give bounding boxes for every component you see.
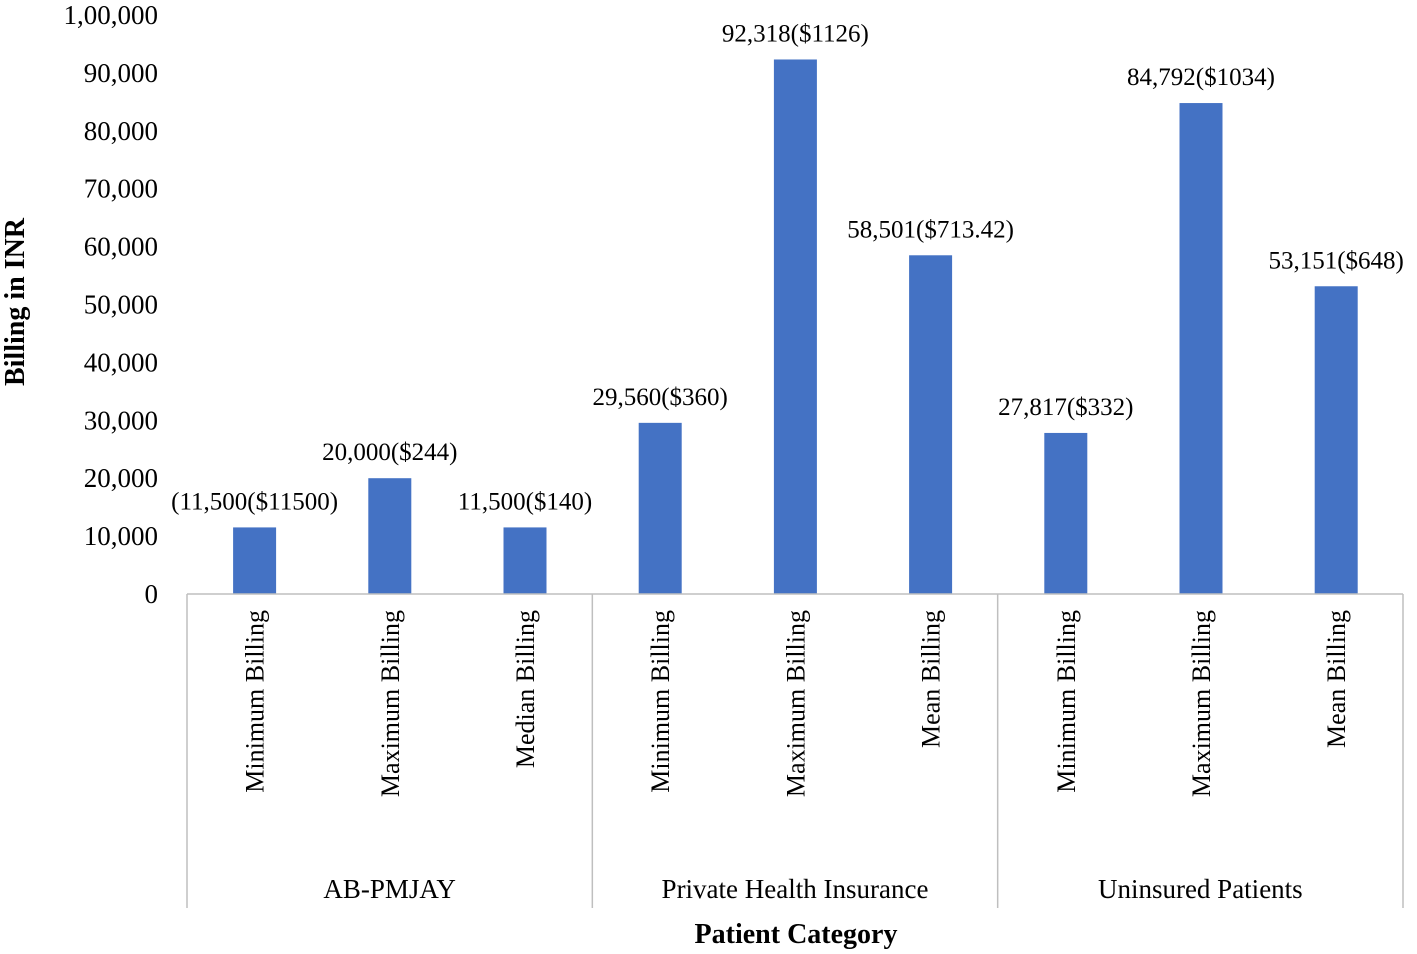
bar xyxy=(1044,432,1088,594)
x-group-label: AB-PMJAY xyxy=(323,874,456,904)
bar-value-label: (11,500($11500) xyxy=(171,488,338,515)
bar-value-label: 27,817($332) xyxy=(998,394,1133,421)
bar xyxy=(773,59,817,595)
bar-value-label: 58,501($713.42) xyxy=(847,216,1014,243)
x-group-label: Uninsured Patients xyxy=(1098,874,1303,904)
y-tick-label: 1,00,000 xyxy=(64,0,159,30)
y-tick-label: 0 xyxy=(145,579,159,609)
y-tick-label: 30,000 xyxy=(84,405,158,435)
bars xyxy=(233,59,1358,595)
bar-value-label: 84,792($1034) xyxy=(1127,64,1275,91)
x-category-label: Maximum Billing xyxy=(376,610,405,797)
y-tick-label: 60,000 xyxy=(84,232,158,262)
y-tick-label: 50,000 xyxy=(84,290,158,320)
x-axis-title: Patient Category xyxy=(695,919,898,950)
data-labels: (11,500($11500) 20,000($244)11,500($140) 2… xyxy=(171,20,1404,515)
bar-value-label: 29,560($360) xyxy=(592,384,727,411)
x-category-label: Median Billing xyxy=(511,610,540,768)
bar xyxy=(909,255,953,594)
bar xyxy=(1314,286,1358,594)
x-category-label: Minimum Billing xyxy=(1052,610,1081,793)
bar xyxy=(503,527,547,594)
x-category-label: Minimum Billing xyxy=(241,610,270,793)
x-group-label: Private Health Insurance xyxy=(662,874,929,904)
y-tick-label: 90,000 xyxy=(84,58,158,88)
x-category-label: Maximum Billing xyxy=(1187,610,1216,797)
bar xyxy=(1179,103,1223,594)
x-category-label: Mean Billing xyxy=(1322,610,1351,748)
x-category-label: Minimum Billing xyxy=(646,610,675,793)
bar xyxy=(368,478,412,594)
bar xyxy=(638,422,682,594)
x-category-label: Maximum Billing xyxy=(781,610,810,797)
y-tick-label: 40,000 xyxy=(84,347,158,377)
bar-value-label: 11,500($140) xyxy=(458,488,592,515)
y-axis-title: Billing in INR xyxy=(0,217,31,386)
y-axis-ticks: 0 10,000 20,000 30,000 40,000 50,000 60,000 70,… xyxy=(64,0,159,609)
y-tick-label: 10,000 xyxy=(84,521,158,551)
bar xyxy=(233,527,277,594)
y-tick-label: 80,000 xyxy=(84,116,158,146)
y-tick-label: 20,000 xyxy=(84,463,158,493)
x-category-label: Mean Billing xyxy=(917,610,946,748)
y-tick-label: 70,000 xyxy=(84,174,158,204)
bar-value-label: 53,151($648) xyxy=(1268,247,1403,274)
x-axis: Minimum Billing Maximum Billing Median Bil… xyxy=(186,593,1404,908)
bar-value-label: 20,000($244) xyxy=(322,439,457,466)
bar-value-label: 92,318($1126) xyxy=(722,20,869,47)
